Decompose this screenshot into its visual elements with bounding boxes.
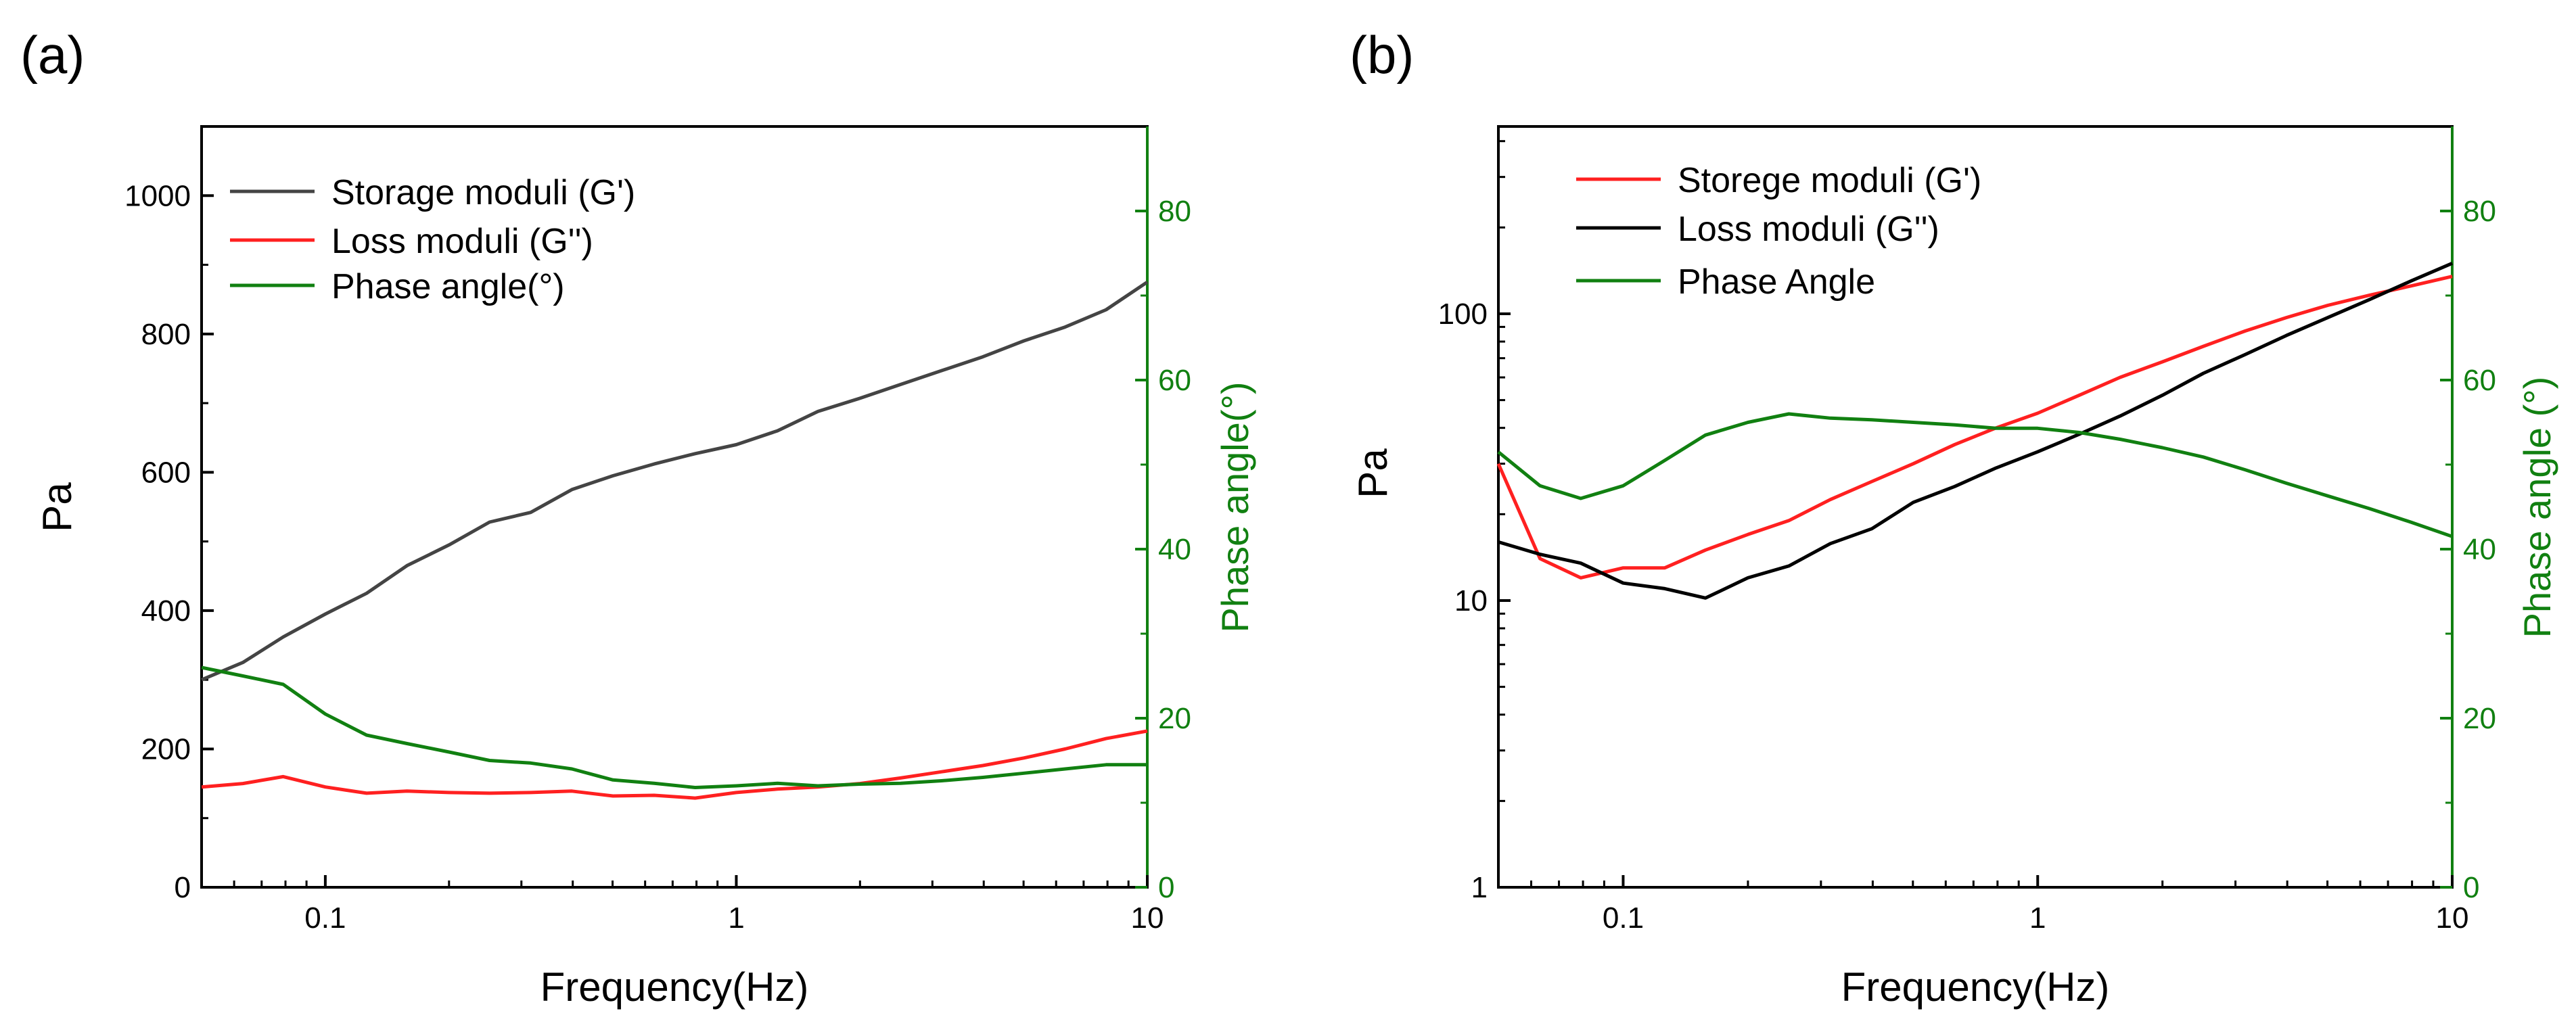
legend-label-b-2: Phase Angle: [1678, 262, 1875, 302]
legend-label-a-2: Phase angle(°): [331, 267, 565, 306]
y-tick-label-b-1: 10: [1454, 584, 1488, 617]
y2-tick-label-a-3: 60: [1158, 364, 1191, 397]
y2-axis-label-b: Phase angle (°): [2516, 377, 2558, 638]
series-line-b-0: [1496, 275, 2453, 580]
series-group-b: [1496, 262, 2453, 600]
legend-label-a-0: Storage moduli (G'): [331, 173, 635, 212]
series-line-a-2: [201, 665, 1147, 789]
y-tick-label-a-1: 200: [141, 732, 191, 766]
x-axis-label-b: Frequency(Hz): [1841, 964, 2110, 1010]
legend-a: Storage moduli (G') Loss moduli (G'') Ph…: [230, 173, 635, 306]
legend-label-b-0: Storege moduli (G'): [1678, 161, 1981, 200]
panel-label-a: (a): [20, 25, 85, 85]
y-tick-label-a-0: 0: [175, 871, 191, 904]
panel-a: (a) 0.1 1 10 0 200 400 600 800 1000 0 20 40 60 80 F…: [20, 25, 1256, 1010]
y2-ticks-a: 0 20 40 60 80: [1135, 195, 1191, 904]
x-ticks-b: 0.1 1 10: [1530, 875, 2469, 935]
y2-tick-label-a-0: 0: [1158, 871, 1174, 904]
y2-tick-label-a-1: 20: [1158, 702, 1191, 735]
series-group-a: [201, 281, 1149, 800]
y-tick-label-a-3: 600: [141, 456, 191, 489]
y2-tick-label-b-3: 60: [2463, 364, 2496, 397]
y2-tick-label-a-2: 40: [1158, 533, 1191, 566]
y2-tick-label-b-1: 20: [2463, 702, 2496, 735]
y-tick-label-a-4: 800: [141, 318, 191, 351]
series-line-a-0: [201, 281, 1149, 682]
y-tick-label-a-5: 1000: [124, 179, 191, 212]
y-tick-label-b-0: 1: [1471, 871, 1488, 904]
legend-label-b-1: Loss moduli (G''): [1678, 210, 1939, 249]
x-tick-label-b-0: 0.1: [1603, 901, 1644, 935]
y-ticks-a: 0 200 400 600 800 1000: [124, 179, 214, 904]
y2-tick-label-b-0: 0: [2463, 871, 2479, 904]
y-axis-label-a: Pa: [34, 482, 80, 532]
y-tick-label-a-2: 400: [141, 594, 191, 628]
x-axis-label-a: Frequency(Hz): [540, 964, 809, 1010]
x-tick-label-b-1: 1: [2029, 901, 2046, 935]
y2-axis-label-a: Phase angle(°): [1214, 381, 1256, 632]
plot-area-b: [1497, 125, 2454, 889]
y-tick-label-b-2: 100: [1438, 298, 1488, 331]
x-tick-label-b-2: 10: [2436, 901, 2469, 935]
y2-ticks-b: 0 20 40 60 80: [2440, 195, 2496, 904]
legend-b: Storege moduli (G') Loss moduli (G'') Ph…: [1576, 161, 1981, 302]
x-tick-label-a-2: 10: [1131, 901, 1164, 935]
series-line-b-2: [1497, 412, 2453, 538]
x-ticks-a: 0.1 1 10: [233, 875, 1164, 935]
x-tick-label-a-0: 0.1: [304, 901, 346, 935]
panel-b: (b) 0.1 1 10 1 10 100 0 20 40 60 80 Frequency(Hz…: [1350, 25, 2558, 1010]
x-tick-label-a-1: 1: [728, 901, 744, 935]
y2-tick-label-b-2: 40: [2463, 533, 2496, 566]
y2-tick-label-b-4: 80: [2463, 195, 2496, 228]
series-line-a-1: [201, 729, 1148, 800]
series-line-b-1: [1498, 262, 2453, 600]
y-ticks-b: 1 10 100: [1438, 140, 1511, 904]
panel-label-b: (b): [1350, 25, 1414, 85]
y-axis-label-b: Pa: [1350, 448, 1396, 498]
legend-label-a-1: Loss moduli (G''): [331, 222, 593, 261]
y2-tick-label-a-4: 80: [1158, 195, 1191, 228]
